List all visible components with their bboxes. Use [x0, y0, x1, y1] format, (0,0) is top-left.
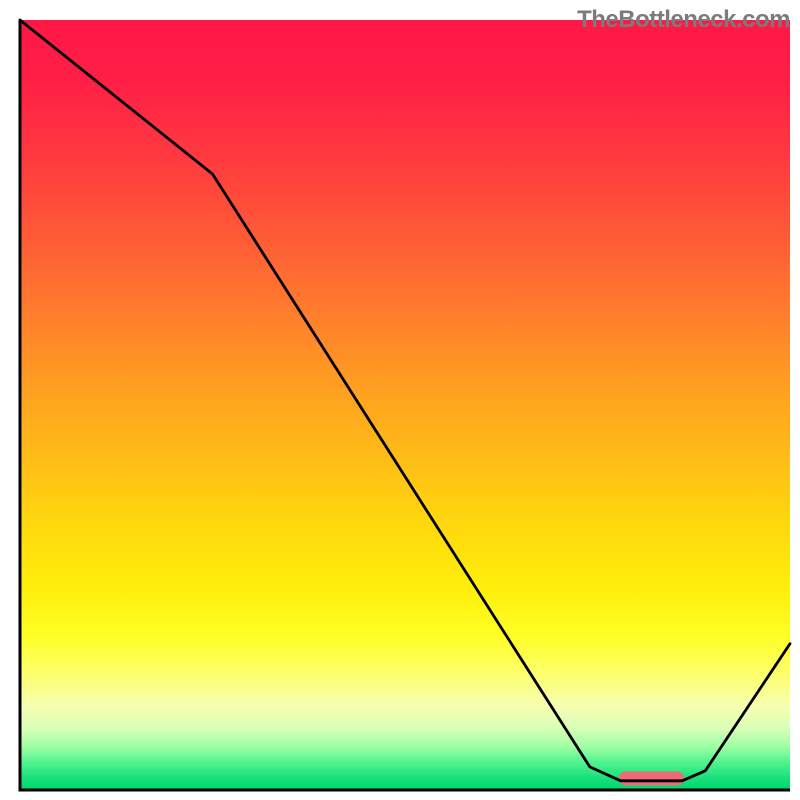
bottleneck-line-chart: [0, 0, 800, 800]
optimal-marker: [619, 772, 685, 786]
chart-stage: TheBottleneck.com: [0, 0, 800, 800]
plot-background: [20, 20, 790, 790]
watermark-text: TheBottleneck.com: [577, 6, 790, 34]
